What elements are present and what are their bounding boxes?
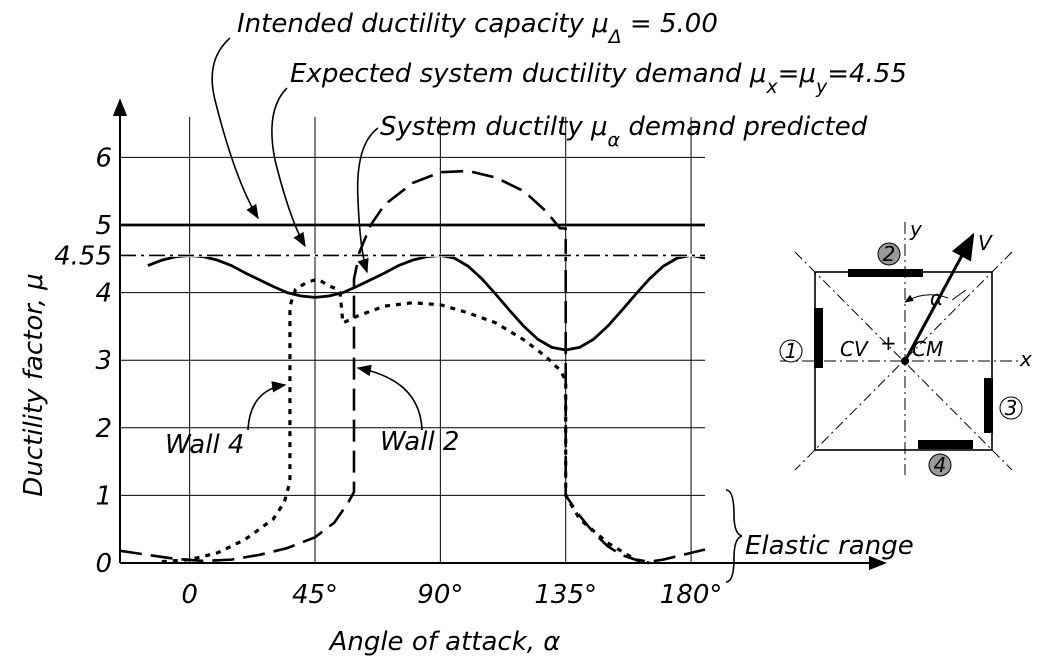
annotation-text: System ductilty μ — [380, 112, 608, 142]
annotation: Intended ductility capacity μΔ = 5.00 — [237, 9, 718, 48]
annotation-text: demand predicted — [620, 112, 868, 142]
x-tick-label: 0 — [181, 580, 198, 610]
x-tick-label: 45° — [292, 580, 338, 610]
series-line — [119, 169, 706, 563]
annotation-subscript: y — [815, 76, 828, 98]
annotation: System ductilty μα demand predicted — [380, 112, 868, 151]
annotation: Expected system ductility demand μx=μy=4… — [290, 59, 907, 98]
annotation: Wall 2 — [380, 427, 459, 457]
annotation-text: =μ — [778, 59, 816, 89]
annotation-text: Expected system ductility demand μ — [290, 59, 766, 89]
wall-number: 3 — [1005, 396, 1018, 420]
force-label: V — [978, 231, 993, 255]
annotation-text: Wall 2 — [380, 427, 459, 457]
cv-label: CV — [840, 337, 869, 361]
wall-number: 4 — [934, 453, 947, 477]
y-tick-label: 5 — [95, 211, 112, 241]
y-tick-label: 0 — [95, 549, 112, 579]
annotation-text: =4.55 — [827, 59, 907, 89]
x-axis-label: Angle of attack, α — [328, 627, 561, 657]
series-line — [147, 254, 706, 352]
wall-number: 2 — [883, 242, 896, 266]
y-tick-label: 3 — [95, 346, 112, 376]
y-axis-label: Ductility factor, μ — [19, 273, 49, 496]
y-tick-label: 4 — [95, 279, 112, 309]
inset-diagram: 2 1 3 4 y x V α CV + CM — [779, 217, 1032, 477]
annotations: Intended ductility capacity μΔ = 5.00 Exp… — [165, 9, 914, 561]
wall-number: 1 — [785, 339, 798, 363]
plot-area — [119, 116, 706, 565]
y-tick-label: 6 — [95, 143, 112, 173]
annotation-subscript: α — [608, 129, 621, 151]
annotation-subscript: Δ — [607, 26, 622, 48]
annotation-text: Intended ductility capacity μ — [237, 9, 609, 39]
angle-label: α — [930, 286, 943, 310]
y-tick-label: 1 — [95, 481, 112, 511]
inset-x-label: x — [1019, 347, 1032, 371]
x-tick-label: 90° — [417, 580, 463, 610]
x-tick-label: 135° — [534, 580, 597, 610]
annotation: Wall 4 — [165, 430, 244, 460]
cm-label: CM — [912, 337, 943, 361]
annotation-text: Elastic range — [745, 531, 914, 561]
annotation-subscript: x — [765, 76, 778, 98]
cv-marker: + — [880, 331, 897, 355]
inset-y-label: y — [909, 217, 923, 241]
y-tick-label: 4.55 — [54, 241, 112, 271]
x-tick-label: 180° — [660, 580, 723, 610]
annotation: Elastic range — [745, 531, 914, 561]
series-line — [161, 277, 650, 565]
annotation-text: Wall 4 — [165, 430, 244, 460]
annotation-arrows — [211, 37, 743, 583]
y-tick-label: 2 — [95, 414, 112, 444]
annotation-text: = 5.00 — [622, 9, 718, 39]
